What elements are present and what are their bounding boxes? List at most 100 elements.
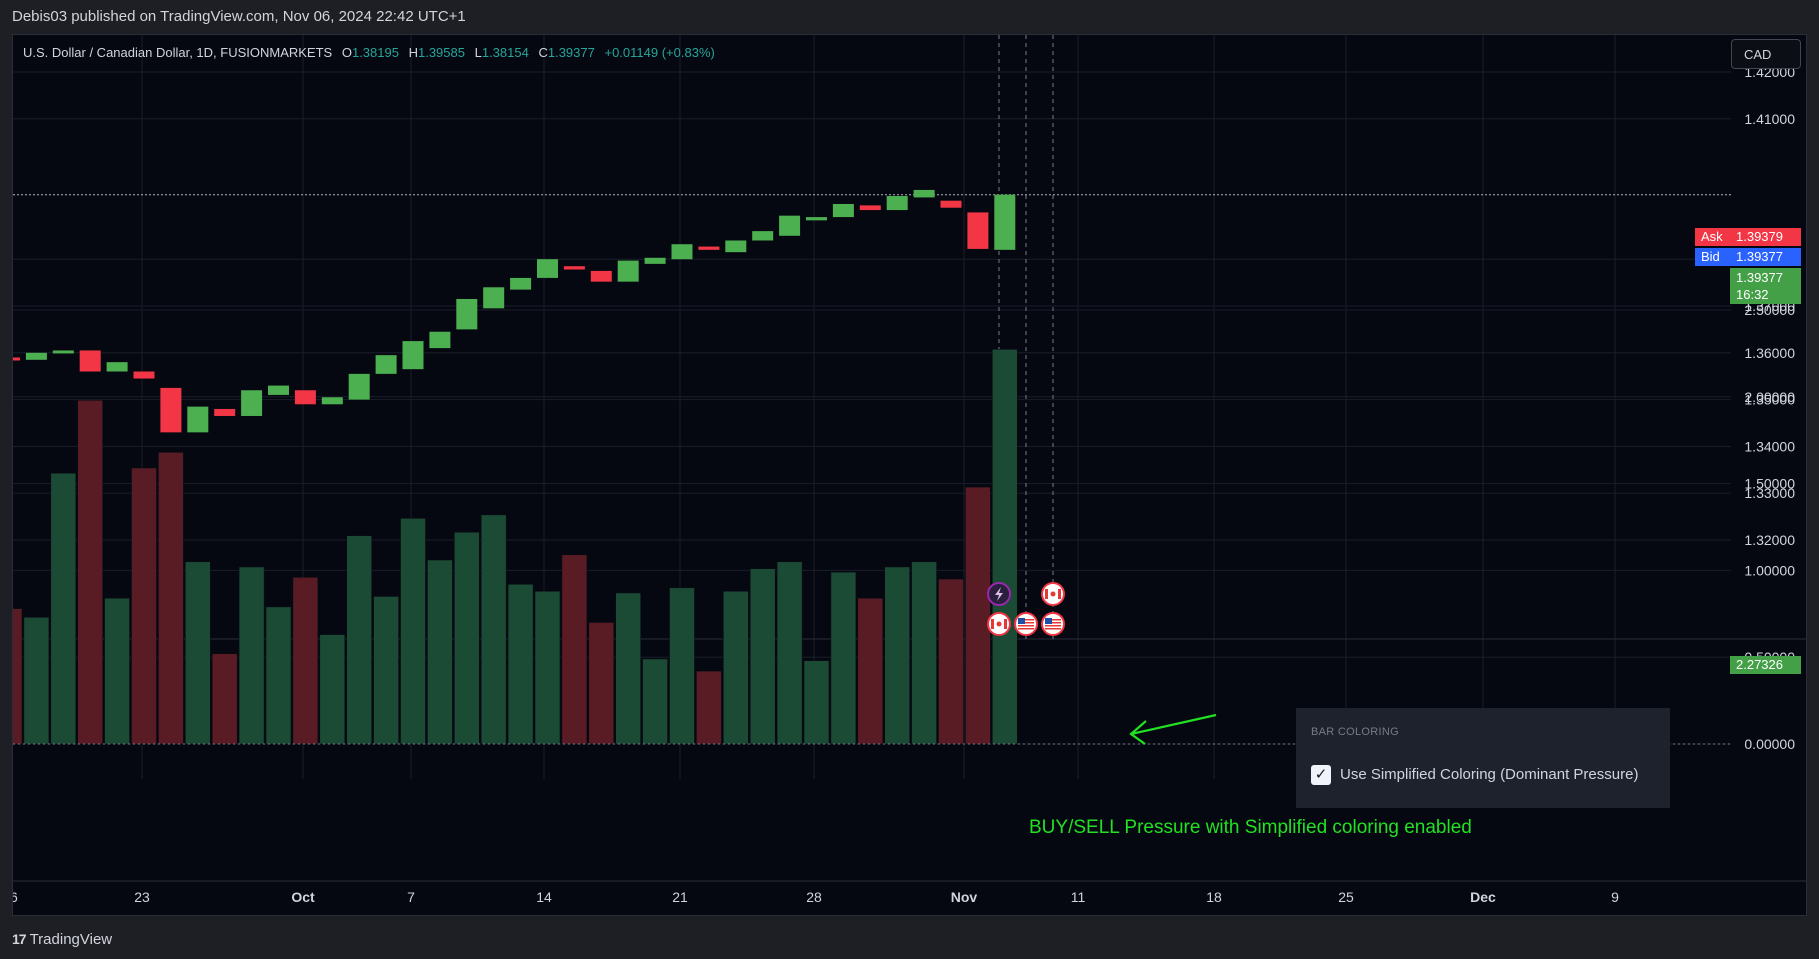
annotation-text: BUY/SELL Pressure with Simplified colori… (1029, 817, 1472, 838)
pressure-bar (77, 399, 103, 745)
candle (590, 270, 612, 282)
x-axis-label: 18 (1206, 889, 1222, 905)
price-axis-label: 1.36000 (1744, 345, 1795, 361)
candle (160, 387, 182, 433)
arrow-shaft (1130, 713, 1217, 736)
pressure-bar (158, 452, 184, 745)
candle (133, 371, 155, 379)
pressure-bar (615, 592, 642, 745)
us-flag-icon (1041, 612, 1065, 636)
bid-price-tag: 1.39377 (1730, 248, 1801, 266)
candle (52, 350, 74, 354)
pressure-bar (211, 653, 238, 745)
pressure-bar (292, 577, 319, 745)
arrow-head (1129, 720, 1147, 745)
candle (859, 205, 881, 211)
pressure-bar (884, 566, 911, 745)
osc-axis-label: 2.00000 (1744, 389, 1795, 405)
pressure-bar (534, 590, 561, 745)
symbol-legend: U.S. Dollar / Canadian Dollar, 1D, FUSIO… (23, 45, 715, 60)
flag-stripe (1018, 619, 1034, 621)
low-label: L (474, 45, 482, 60)
candle (214, 408, 236, 416)
pressure-bar (696, 670, 722, 745)
candle (617, 260, 639, 282)
canada-flag-icon (1041, 582, 1065, 606)
flag-stripe (1018, 625, 1034, 627)
x-axis-label: Oct (291, 889, 315, 905)
pressure-bar (346, 535, 373, 745)
simplified-coloring-checkbox[interactable]: ✓ (1311, 765, 1331, 785)
bar-coloring-panel: BAR COLORING ✓ Use Simplified Coloring (… (1296, 708, 1670, 808)
footer-brand[interactable]: 17 TradingView (12, 928, 112, 950)
candle (79, 350, 101, 372)
candle (106, 362, 128, 372)
lightning-glyph (995, 587, 1003, 601)
flag-stripe (1045, 619, 1061, 621)
pressure-bar (238, 566, 265, 745)
candle (187, 406, 209, 433)
simplified-coloring-label[interactable]: Use Simplified Coloring (Dominant Pressu… (1340, 766, 1639, 783)
candle (294, 390, 316, 405)
bid-label: Bid (1695, 248, 1730, 266)
pressure-bar (373, 596, 399, 745)
pressure-bar (427, 559, 453, 745)
pressure-bar (588, 622, 615, 745)
pressure-bar (938, 578, 964, 745)
x-axis-label: 16 (13, 889, 18, 905)
chart-frame[interactable]: 1623Oct7142128Nov111825Dec91.430001.4200… (12, 34, 1807, 916)
currency-button[interactable]: CAD (1731, 39, 1801, 69)
ask-price-tag: 1.39379 (1730, 228, 1801, 246)
pressure-bar (776, 561, 803, 745)
pressure-bar (13, 608, 23, 745)
close-label: C (538, 45, 548, 60)
maple-leaf (1050, 591, 1056, 597)
price-axis-label: 1.34000 (1744, 438, 1795, 454)
pressure-bar (749, 568, 776, 745)
bar-countdown: 16:32 (1736, 287, 1769, 302)
x-axis-label: 21 (672, 889, 688, 905)
candle (321, 397, 343, 405)
candle (483, 287, 505, 309)
open-label: O (341, 45, 352, 60)
chart-canvas[interactable]: 1623Oct7142128Nov111825Dec91.430001.4200… (13, 35, 1807, 916)
candle (779, 215, 801, 236)
price-axis-label: 1.35000 (1744, 392, 1795, 408)
candle (940, 200, 962, 208)
price-axis-label: 1.32000 (1744, 532, 1795, 548)
last-price-tag: 1.39377 16:32 (1730, 268, 1801, 304)
candle (241, 390, 263, 416)
pressure-bar (857, 597, 884, 745)
pressure-bar (23, 616, 50, 745)
last-price-value: 1.39377 (1736, 270, 1783, 285)
publish-info: Debis03 published on TradingView.com, No… (0, 0, 1819, 34)
maple-leaf (996, 621, 1002, 627)
x-axis-label: 14 (536, 889, 552, 905)
candle (510, 277, 532, 290)
flag-canton (1018, 618, 1025, 624)
pressure-bar (131, 467, 157, 745)
symbol-title: U.S. Dollar / Canadian Dollar, 1D, FUSIO… (23, 45, 333, 60)
candle (13, 357, 20, 361)
pressure-bar (911, 561, 937, 745)
panel-title: BAR COLORING (1311, 726, 1399, 738)
lightning-icon (987, 582, 1011, 606)
close-value: 1.39377 (547, 45, 595, 60)
x-axis-label: 23 (134, 889, 150, 905)
annotation-arrow-icon (1129, 713, 1217, 745)
pressure-bar (319, 634, 346, 745)
pressure-bar (803, 660, 830, 745)
pressure-bar (185, 561, 211, 745)
flag-stripe (1045, 622, 1061, 624)
candle (268, 385, 289, 395)
flag-band (1004, 619, 1007, 629)
ask-label: Ask (1695, 228, 1730, 246)
x-axis-label: Dec (1470, 889, 1496, 905)
price-axis-label: 1.41000 (1744, 111, 1795, 127)
candle (832, 203, 854, 218)
candle (967, 212, 989, 249)
candle (994, 194, 1016, 250)
candle (563, 266, 585, 270)
price-axis-label: 1.33000 (1744, 485, 1795, 501)
low-value: 1.38154 (481, 45, 529, 60)
